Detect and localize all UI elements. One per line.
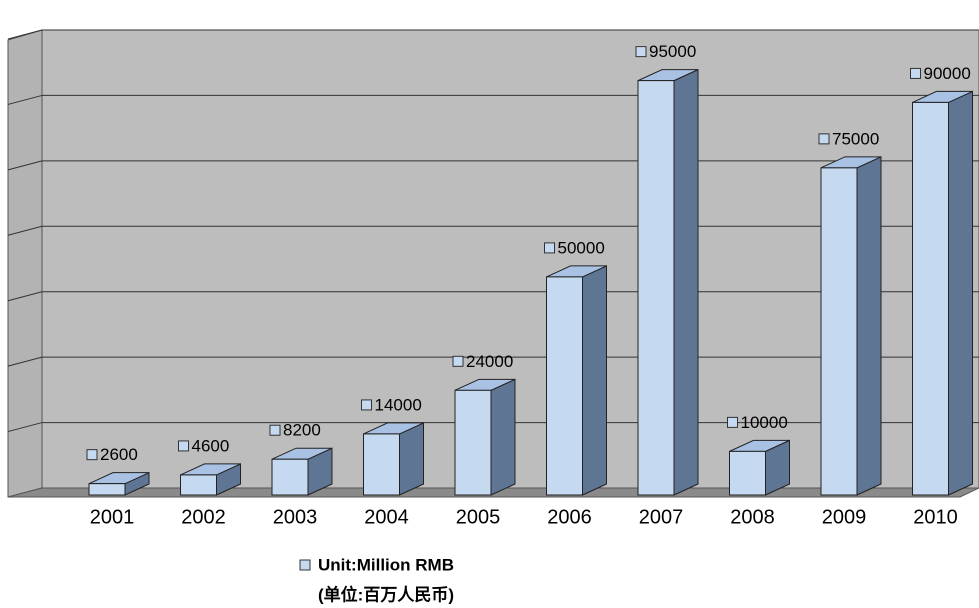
value-label: 24000 (466, 352, 513, 371)
value-label: 90000 (924, 64, 971, 83)
bar (271, 447, 333, 496)
bar-side (673, 68, 699, 496)
x-tick-label: 2002 (181, 506, 226, 528)
grid-line (7, 29, 43, 40)
value-label-swatch (361, 399, 372, 411)
value-label: 2600 (100, 445, 138, 464)
value-label: 8200 (283, 421, 321, 440)
bar-front (454, 389, 492, 496)
grid-line (7, 225, 43, 236)
bar-side (399, 422, 424, 496)
value-label: 10000 (741, 413, 788, 432)
value-label-swatch (452, 355, 464, 367)
x-tick-label: 2001 (90, 506, 135, 528)
value-label: 14000 (375, 395, 422, 414)
grid-line (7, 422, 43, 433)
value-label: 50000 (558, 238, 605, 257)
x-tick-label: 2008 (730, 506, 775, 528)
value-label: 4600 (192, 436, 230, 455)
bar-front (180, 474, 217, 496)
bar-front (363, 433, 400, 496)
bar-side (582, 265, 607, 496)
x-tick-label: 2005 (456, 506, 501, 528)
value-label-swatch (727, 416, 738, 428)
bar-front (729, 450, 766, 496)
x-tick-label: 2003 (273, 506, 318, 528)
bar-front (912, 101, 949, 496)
bar (180, 463, 241, 496)
grid-line (7, 291, 43, 302)
bar (912, 90, 973, 496)
bar-front (820, 167, 858, 496)
bar (88, 471, 150, 496)
value-label-swatch (178, 440, 189, 452)
bar-side (948, 90, 973, 496)
x-tick-label: 2010 (913, 506, 958, 528)
value-label-swatch (544, 242, 555, 254)
x-tick-label: 2009 (822, 506, 867, 528)
bar-front (637, 80, 675, 496)
bar (363, 422, 424, 496)
grid-line (7, 160, 43, 171)
bar-side (856, 156, 882, 496)
value-label-swatch (635, 46, 647, 58)
grid-line (7, 356, 43, 367)
value-label: 95000 (649, 42, 696, 61)
value-label-swatch (86, 449, 98, 461)
bar-front (546, 276, 583, 496)
value-label-swatch (910, 67, 921, 79)
value-label-swatch (818, 133, 830, 145)
x-tick-label: 2006 (547, 506, 592, 528)
legend-note: (单位:百万人民币) (318, 584, 454, 604)
legend-label: Unit:Million RMB (318, 555, 454, 574)
grid-line (7, 94, 43, 105)
bar-side (490, 378, 516, 496)
value-label: 75000 (832, 129, 879, 148)
value-label-swatch (269, 424, 281, 436)
bar (454, 378, 516, 496)
bar (637, 68, 699, 496)
bar (729, 439, 790, 496)
bar (820, 156, 882, 496)
x-tick-label: 2004 (364, 506, 409, 528)
bar (546, 265, 607, 496)
bar-front (88, 483, 126, 496)
bar-front (271, 458, 309, 496)
legend-swatch (299, 559, 311, 571)
x-tick-label: 2007 (639, 506, 684, 528)
